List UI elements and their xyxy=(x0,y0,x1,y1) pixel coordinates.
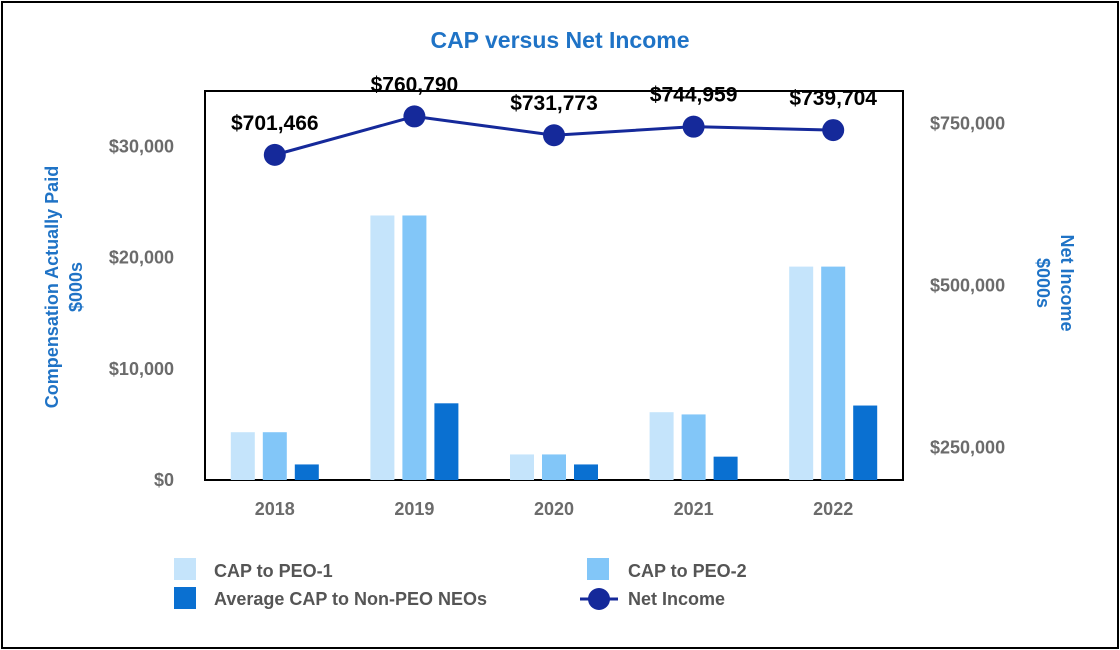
right-axis-ticks: $250,000 $500,000 $750,000 xyxy=(930,113,1005,457)
legend-label-neos: Average CAP to Non-PEO NEOs xyxy=(214,589,487,609)
legend-label-peo1: CAP to PEO-1 xyxy=(214,561,333,581)
bar-cap-to-peo-1-2022 xyxy=(789,266,814,480)
bar-cap-to-peo-2-2022 xyxy=(821,266,846,480)
plot-area xyxy=(204,90,904,481)
net-income-marker-2021 xyxy=(682,115,705,138)
x-tick-label: 2021 xyxy=(674,499,714,519)
bar-cap-to-peo-2-2018 xyxy=(262,432,287,480)
legend: CAP to PEO-1 CAP to PEO-2 Average CAP to… xyxy=(174,558,747,610)
legend-label-net-income: Net Income xyxy=(628,589,725,609)
net-income-marker-2022 xyxy=(822,119,845,142)
bar-cap-to-peo-2-2021 xyxy=(681,414,706,480)
net-income-data-label-2021: $744,959 xyxy=(650,84,738,107)
bar-cap-to-peo-1-2020 xyxy=(510,454,534,480)
legend-swatch-net-income-marker xyxy=(588,588,610,610)
legend-swatch-peo2 xyxy=(587,558,609,580)
bar-cap-to-peo-1-2019 xyxy=(370,215,395,481)
bar-average-cap-to-non-peo-neos-2021 xyxy=(713,456,738,480)
bars xyxy=(230,215,878,481)
net-income-data-label-2020: $731,773 xyxy=(510,92,598,115)
left-tick-label: $30,000 xyxy=(109,137,174,157)
net-income-marker-2018 xyxy=(263,143,286,166)
bar-cap-to-peo-2-2020 xyxy=(542,454,566,480)
x-tick-label: 2020 xyxy=(534,499,574,519)
left-tick-label: $0 xyxy=(154,470,174,490)
net-income-series: $701,466 $760,790 $731,773 $744,959 $739,704 xyxy=(231,73,877,166)
x-axis-ticks: 2018 2019 2020 2021 2022 xyxy=(255,499,853,519)
net-income-data-label-2019: $760,790 xyxy=(371,73,459,96)
left-tick-label: $20,000 xyxy=(109,248,174,268)
chart-title: CAP versus Net Income xyxy=(430,27,689,53)
right-tick-label: $750,000 xyxy=(930,113,1005,133)
x-tick-label: 2018 xyxy=(255,499,295,519)
net-income-marker-2020 xyxy=(543,124,565,147)
net-income-marker-2019 xyxy=(403,105,426,128)
bar-cap-to-peo-1-2021 xyxy=(649,412,674,480)
right-tick-label: $250,000 xyxy=(930,438,1005,458)
left-axis-ticks: $0 $10,000 $20,000 $30,000 xyxy=(109,137,174,490)
legend-swatch-neos xyxy=(174,587,196,609)
net-income-data-label-2018: $701,466 xyxy=(231,112,319,135)
left-axis-label-line-1: Compensation Actually Paid xyxy=(42,166,62,408)
right-axis-label-line-1: Net Income xyxy=(1057,234,1077,331)
left-axis-label: Compensation Actually Paid $000s xyxy=(42,166,86,408)
net-income-data-label-2022: $739,704 xyxy=(789,87,877,110)
right-axis-label-line-2: $000s xyxy=(1033,258,1053,308)
bar-average-cap-to-non-peo-neos-2019 xyxy=(434,403,459,480)
bar-cap-to-peo-2-2019 xyxy=(402,215,427,481)
right-tick-label: $500,000 xyxy=(930,276,1005,296)
x-tick-label: 2022 xyxy=(813,499,853,519)
bar-average-cap-to-non-peo-neos-2022 xyxy=(853,405,878,480)
left-axis-label-line-2: $000s xyxy=(66,262,86,312)
left-tick-label: $10,000 xyxy=(109,359,174,379)
bar-cap-to-peo-1-2018 xyxy=(230,432,255,480)
bar-average-cap-to-non-peo-neos-2020 xyxy=(574,464,598,480)
legend-swatch-peo1 xyxy=(174,558,196,580)
legend-label-peo2: CAP to PEO-2 xyxy=(628,561,747,581)
right-axis-label: Net Income $000s xyxy=(1033,234,1077,331)
x-tick-label: 2019 xyxy=(394,499,434,519)
bar-average-cap-to-non-peo-neos-2018 xyxy=(294,464,319,480)
